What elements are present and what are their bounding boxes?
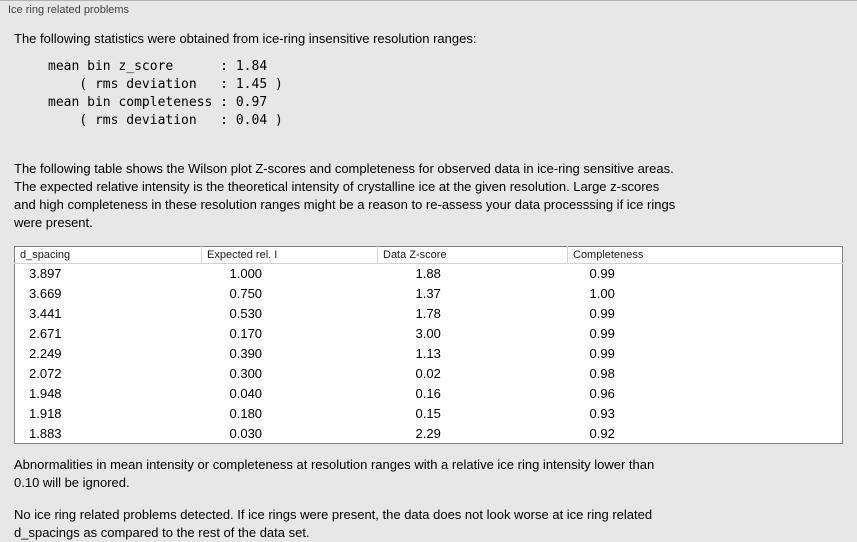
table-cell: 0.040 bbox=[229, 386, 263, 401]
table-cell: 0.99 bbox=[589, 326, 615, 341]
table-row[interactable]: 3.897 1.000 1.88 0.99 bbox=[15, 264, 843, 284]
table-cell: 3.00 bbox=[415, 326, 441, 341]
table-cell: 0.98 bbox=[589, 366, 615, 381]
table-body: 3.897 1.000 1.88 0.99 3.669 0.750 1.37 1.00 3.44… bbox=[15, 264, 843, 444]
table-cell: 1.00 bbox=[589, 286, 615, 301]
table-cell: 0.16 bbox=[415, 386, 441, 401]
column-header: d_spacing bbox=[14, 246, 202, 264]
table-row[interactable]: 1.948 0.040 0.16 0.96 bbox=[15, 384, 843, 404]
note-result: No ice ring related problems detected. I… bbox=[14, 506, 843, 542]
table-cell: 2.249 bbox=[29, 346, 62, 361]
column-header: Data Z-score bbox=[377, 246, 568, 264]
stat-line: mean bin z_score : 1.84 bbox=[48, 59, 268, 74]
table-intro-text: The following table shows the Wilson plo… bbox=[14, 160, 843, 232]
table-cell: 0.96 bbox=[589, 386, 615, 401]
table-cell: 2.671 bbox=[29, 326, 62, 341]
table-cell: 1.13 bbox=[415, 346, 441, 361]
table-cell: 0.750 bbox=[229, 286, 263, 301]
table-cell: 0.15 bbox=[415, 406, 441, 421]
table-cell: 0.99 bbox=[589, 306, 615, 321]
table-cell: 0.530 bbox=[229, 306, 263, 321]
table-cell: 0.02 bbox=[415, 366, 441, 381]
note-line: No ice ring related problems detected. I… bbox=[14, 507, 653, 522]
table-cell: 1.37 bbox=[415, 286, 441, 301]
table-cell: 0.92 bbox=[589, 425, 615, 441]
table-row[interactable]: 2.072 0.300 0.02 0.98 bbox=[15, 364, 843, 384]
table-cell: 1.918 bbox=[29, 406, 62, 421]
table-row[interactable]: 2.671 0.170 3.00 0.99 bbox=[15, 324, 843, 344]
table-cell: 1.000 bbox=[229, 266, 263, 282]
table-cell: 0.93 bbox=[589, 406, 615, 421]
table-intro-line: were present. bbox=[14, 215, 93, 230]
table-cell: 3.897 bbox=[29, 266, 62, 282]
stats-block: mean bin z_score : 1.84 ( rms deviation … bbox=[48, 58, 843, 130]
table-cell: 0.030 bbox=[229, 425, 263, 441]
panel-content: The following statistics were obtained f… bbox=[0, 15, 857, 542]
table-cell: 0.170 bbox=[229, 326, 263, 341]
table-intro-line: The expected relative intensity is the t… bbox=[14, 179, 660, 194]
stat-line: ( rms deviation : 1.45 ) bbox=[48, 77, 283, 92]
intro-text: The following statistics were obtained f… bbox=[14, 31, 477, 46]
note-line: Abnormalities in mean intensity or compl… bbox=[14, 457, 655, 472]
table-cell: 3.441 bbox=[29, 306, 62, 321]
ice-ring-table: d_spacing Expected rel. I Data Z-score Comp… bbox=[14, 246, 843, 444]
table-cell: 0.180 bbox=[229, 406, 263, 421]
table-cell: 1.78 bbox=[415, 306, 441, 321]
note-line: d_spacings as compared to the rest of th… bbox=[14, 525, 310, 540]
table-row[interactable]: 1.918 0.180 0.15 0.93 bbox=[15, 404, 843, 424]
table-cell: 0.99 bbox=[589, 346, 615, 361]
table-cell: 0.390 bbox=[229, 346, 263, 361]
note-ignore: Abnormalities in mean intensity or compl… bbox=[14, 456, 843, 492]
table-cell: 1.948 bbox=[29, 386, 62, 401]
section-title: Ice ring related problems bbox=[8, 4, 130, 16]
stat-line: ( rms deviation : 0.04 ) bbox=[48, 113, 283, 128]
table-cell: 0.300 bbox=[229, 366, 263, 381]
table-cell: 1.88 bbox=[415, 266, 441, 282]
column-header: Expected rel. I bbox=[201, 246, 378, 264]
column-header: Completeness bbox=[567, 246, 843, 264]
table-row[interactable]: 1.883 0.030 2.29 0.92 bbox=[15, 424, 843, 444]
stat-line: mean bin completeness : 0.97 bbox=[48, 95, 268, 110]
table-cell: 2.072 bbox=[29, 366, 62, 381]
table-row[interactable]: 3.441 0.530 1.78 0.99 bbox=[15, 304, 843, 324]
table-cell: 2.29 bbox=[415, 425, 441, 441]
table-intro-line: and high completeness in these resolutio… bbox=[14, 197, 676, 212]
table-cell: 1.883 bbox=[29, 425, 62, 441]
table-cell: 3.669 bbox=[29, 286, 62, 301]
table-row[interactable]: 3.669 0.750 1.37 1.00 bbox=[15, 284, 843, 304]
note-line: 0.10 will be ignored. bbox=[14, 475, 130, 490]
table-cell: 0.99 bbox=[589, 266, 615, 282]
table-intro-line: The following table shows the Wilson plo… bbox=[14, 161, 674, 176]
table-row[interactable]: 2.249 0.390 1.13 0.99 bbox=[15, 344, 843, 364]
table-header-row: d_spacing Expected rel. I Data Z-score Comp… bbox=[14, 246, 843, 264]
